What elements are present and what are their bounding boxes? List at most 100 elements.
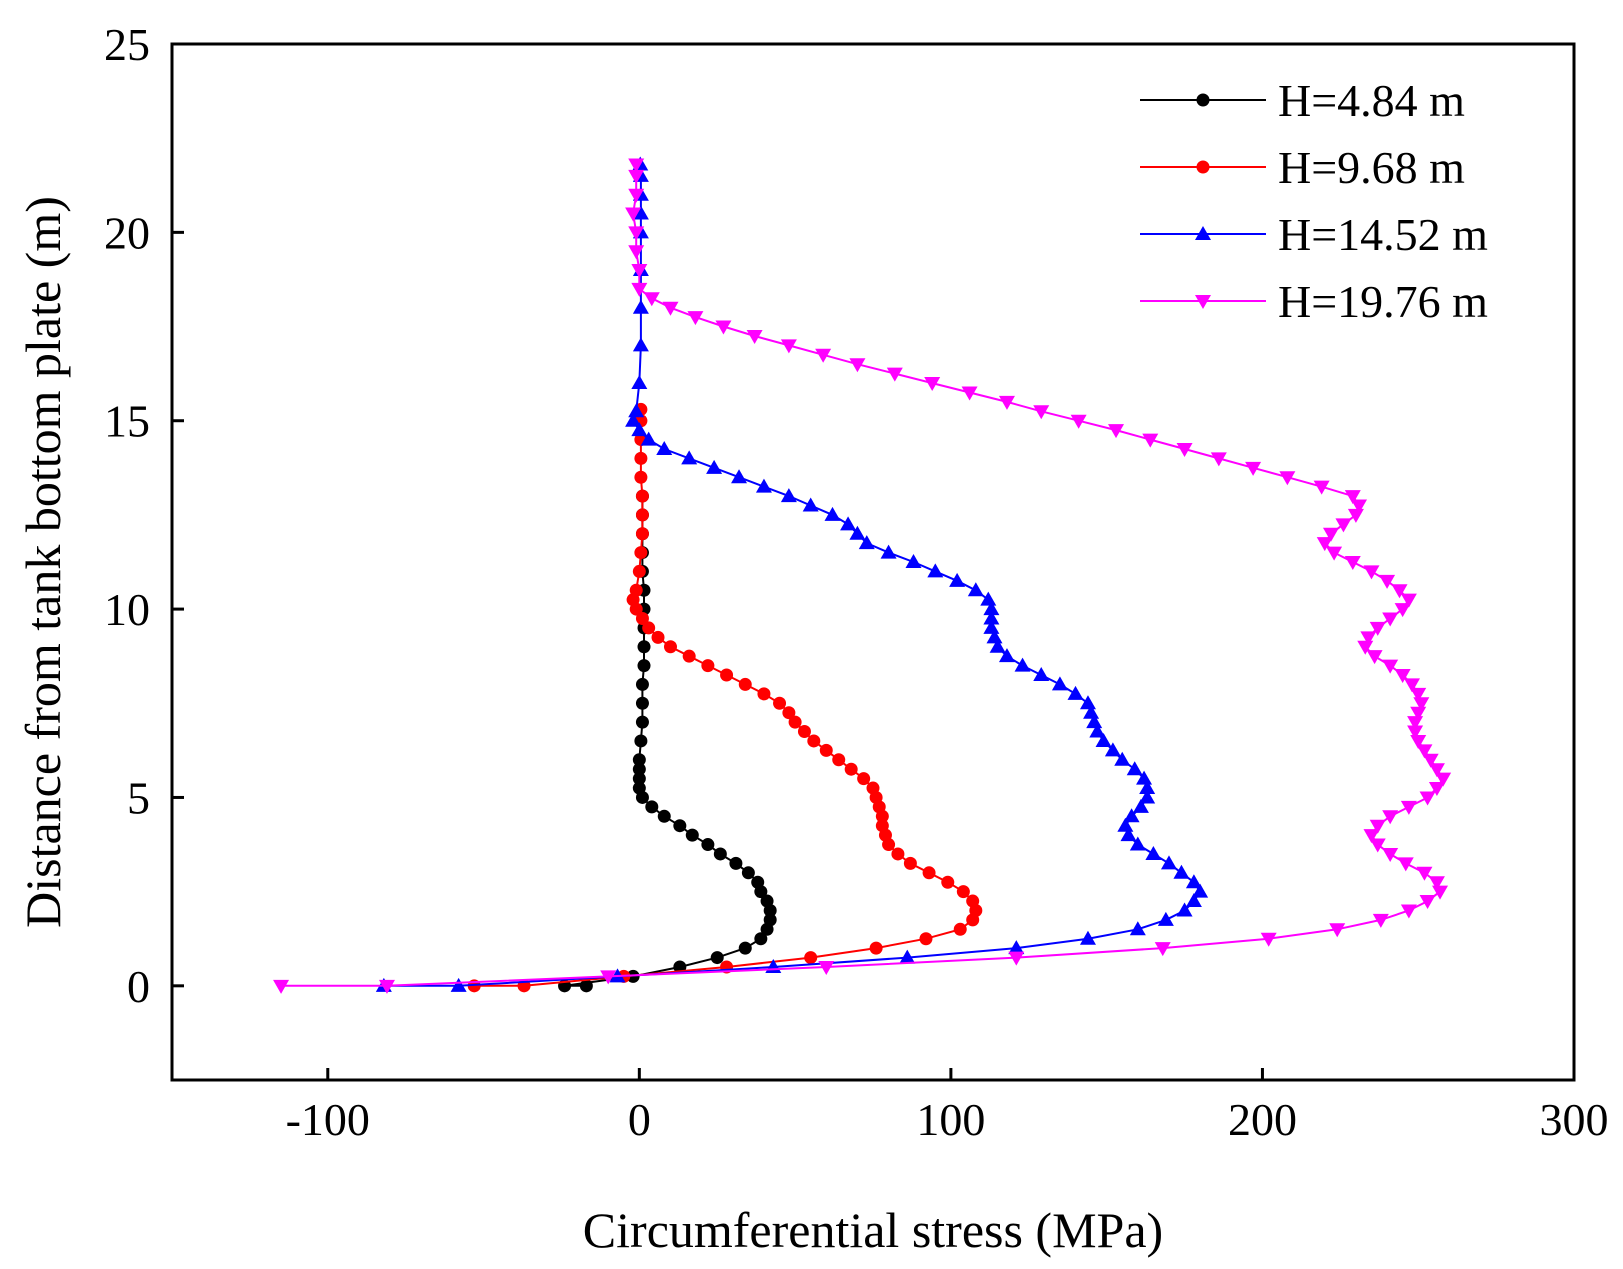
data-point [628,158,645,173]
data-point [1322,527,1339,542]
data-point [840,516,857,531]
data-point [1176,442,1193,457]
data-point [788,715,802,729]
data-point [1344,556,1361,570]
data-point [1382,847,1399,862]
data-point [628,226,645,241]
data-point [1142,433,1159,448]
data-point [989,638,1006,653]
data-point [731,469,748,484]
data-point [832,753,846,767]
data-point [773,696,787,710]
y-tick-label: 10 [104,584,150,635]
data-point [1051,676,1068,691]
data-point [1397,857,1414,872]
data-point [631,375,648,390]
data-point [1136,770,1153,785]
data-point [1108,424,1125,439]
data-point [941,875,955,889]
data-point [685,828,699,842]
data-point [1347,508,1364,523]
legend-marker [1196,160,1210,174]
data-point [1079,695,1096,710]
data-point [579,979,593,993]
data-point [1419,895,1436,910]
data-point [927,563,944,578]
data-point [819,743,833,757]
series-4 [273,158,1452,994]
data-point [1279,471,1296,486]
data-point [628,188,645,203]
legend-item: H=14.52 m [1140,209,1488,260]
data-point [1185,874,1202,889]
data-point [983,619,1000,634]
data-point [1351,499,1368,514]
data-point [378,979,395,994]
data-point [869,941,883,955]
data-point [1416,866,1433,881]
x-tick-label: -100 [286,1094,370,1145]
data-point [807,734,821,748]
y-tick-label: 5 [127,772,150,823]
data-point [905,554,922,568]
data-point [600,970,617,985]
data-point [634,470,648,484]
data-point [746,329,763,344]
data-point [757,687,771,701]
data-point [857,772,871,786]
data-point [1008,940,1025,955]
data-point [780,488,797,503]
data-point [662,301,679,316]
data-point [729,856,743,870]
data-point [1260,932,1277,947]
data-point [802,497,819,512]
legend-item: H=4.84 m [1140,75,1465,126]
data-point [710,951,724,965]
data-point [1008,951,1025,966]
data-point [754,932,768,946]
data-point [1079,930,1096,945]
data-point [980,591,997,606]
y-tick-label: 20 [104,207,150,258]
data-point [1132,798,1149,813]
data-point [663,640,677,654]
data-point [625,207,642,222]
data-point [1357,640,1374,655]
data-point [1407,716,1424,731]
y-axis-label: Distance from tank bottom plate (m) [15,196,71,928]
data-point [706,459,723,474]
legend-marker [1195,226,1211,240]
data-point [682,649,696,663]
data-point [849,525,866,540]
data-point [1400,800,1417,815]
data-point [635,612,649,626]
data-point [998,648,1015,663]
data-point [891,847,905,861]
data-point [635,715,649,729]
data-point [1117,817,1134,832]
data-point [1428,782,1445,797]
data-point [1382,810,1399,825]
data-point [1363,829,1380,844]
data-point [632,772,646,786]
data-point [673,819,687,833]
data-point [1089,723,1106,738]
data-point [632,762,646,776]
data-point [651,630,665,644]
legend-label: H=4.84 m [1278,75,1465,126]
data-point [625,412,642,427]
data-point [1369,838,1386,853]
data-point [751,875,765,889]
data-point [967,582,984,597]
data-point [797,725,811,739]
data-point [643,292,660,307]
data-point [858,535,875,550]
data-point [645,800,659,814]
data-point [634,451,648,465]
data-point [1160,855,1177,870]
data-point [1033,405,1050,420]
data-point [949,572,966,587]
data-point [632,781,646,795]
data-point [1123,808,1140,823]
